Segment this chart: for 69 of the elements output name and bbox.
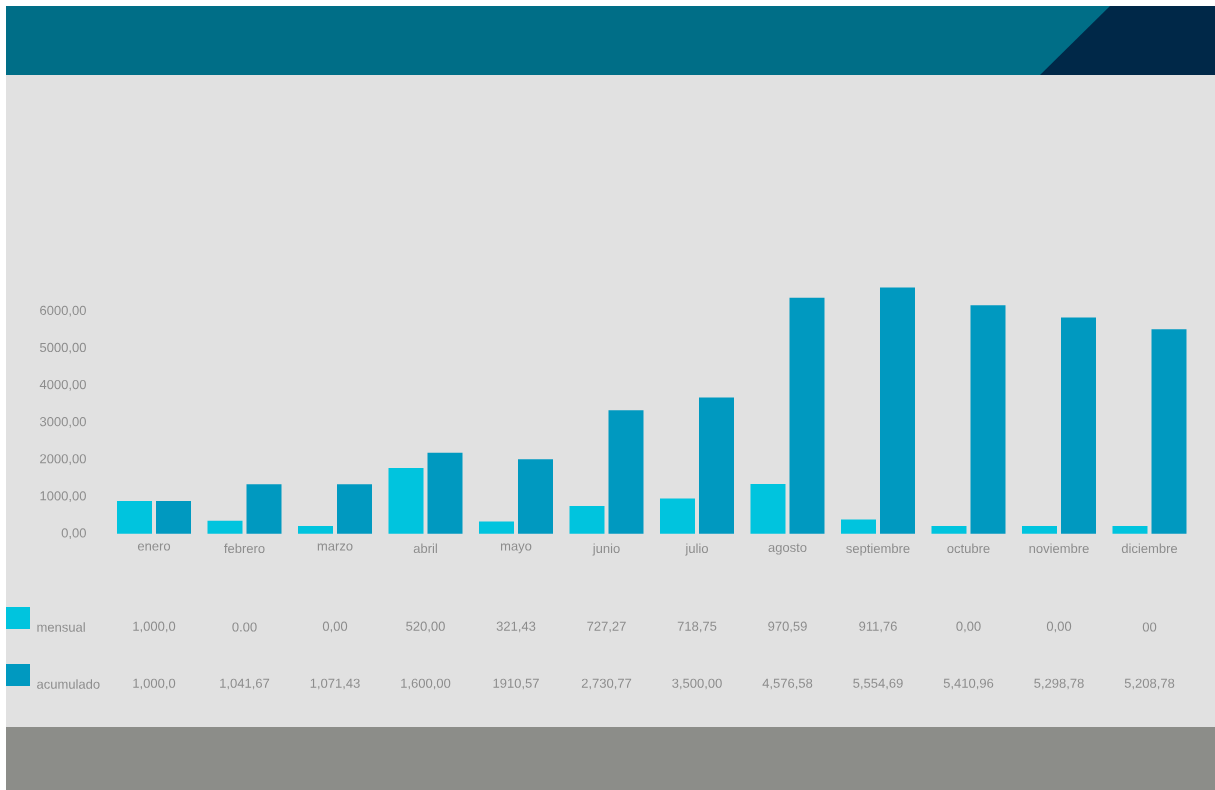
y-tick-label: 1000,00	[40, 491, 86, 502]
legend-label: mensual	[37, 622, 85, 632]
bar	[1151, 329, 1187, 534]
text: 0,00	[1046, 621, 1072, 633]
text: 00	[1142, 622, 1157, 632]
y-tick-label: 2000,00	[40, 454, 86, 465]
y-tick-label: 6000,00	[40, 305, 86, 317]
text: 3,500,00	[672, 678, 722, 690]
bar	[1112, 525, 1148, 534]
bar	[931, 525, 967, 534]
legend-label: acumulado	[37, 679, 100, 689]
text: 0.00	[232, 622, 257, 632]
x-tick-label: marzo	[317, 543, 353, 551]
y-tick-label: 4000,00	[39, 379, 86, 391]
bar	[518, 459, 553, 534]
x-tick-label: julio	[685, 543, 708, 556]
bar	[880, 287, 915, 534]
x-tick-label: agosto	[768, 543, 807, 555]
bar	[479, 521, 514, 534]
text: 1,000,0	[133, 678, 176, 690]
y-tick-label: 0,00	[61, 528, 86, 540]
text: 5,298,78	[1034, 678, 1084, 690]
text: 2,730,77	[581, 678, 632, 690]
text: 1,000,0	[133, 621, 176, 633]
text: 1,600,00	[401, 678, 451, 690]
text: 1,071,43	[310, 678, 360, 690]
y-tick-label: 5000,00	[39, 342, 86, 354]
text: 0,00	[322, 621, 348, 633]
x-tick-label: mayo	[500, 543, 532, 554]
bar	[117, 501, 152, 534]
bar	[1060, 317, 1096, 534]
bar	[427, 452, 463, 534]
text: 727,27	[587, 621, 626, 633]
x-tick-label: septiembre	[846, 543, 910, 556]
bar	[1021, 525, 1057, 534]
x-tick-label: diciembre	[1121, 543, 1178, 554]
bar	[699, 397, 734, 534]
text: 911,76	[859, 621, 897, 633]
bar	[970, 305, 1006, 534]
x-tick-label: febrero	[224, 543, 265, 554]
bar	[841, 519, 876, 534]
bar	[246, 484, 282, 534]
text: 5,554,69	[853, 678, 903, 690]
text: 1,041,67	[220, 678, 270, 690]
bar	[337, 484, 372, 534]
bar	[298, 525, 333, 534]
x-tick-label: enero	[137, 543, 171, 551]
x-tick-label: octubre	[947, 543, 990, 554]
bar	[388, 468, 424, 534]
x-tick-label: junio	[592, 543, 620, 556]
text: 321,43	[496, 621, 536, 633]
text: 5,208,78	[1124, 678, 1175, 690]
bar	[789, 297, 825, 534]
text: 718,75	[677, 621, 717, 633]
text: 5,410,96	[943, 678, 994, 690]
x-tick-label: abril	[413, 543, 437, 554]
bar	[569, 505, 605, 534]
bar	[660, 498, 695, 534]
text: 520,00	[406, 621, 445, 633]
text: 1910,57	[493, 678, 539, 690]
bar	[608, 410, 644, 534]
text: 0,00	[956, 621, 981, 633]
bar	[207, 520, 243, 534]
text: 970,59	[768, 621, 807, 633]
bar	[750, 483, 786, 534]
x-tick-label: noviembre	[1029, 543, 1089, 554]
text: 4,576,58	[762, 678, 813, 690]
y-tick-label: 3000,00	[39, 417, 86, 428]
bar	[156, 501, 191, 534]
